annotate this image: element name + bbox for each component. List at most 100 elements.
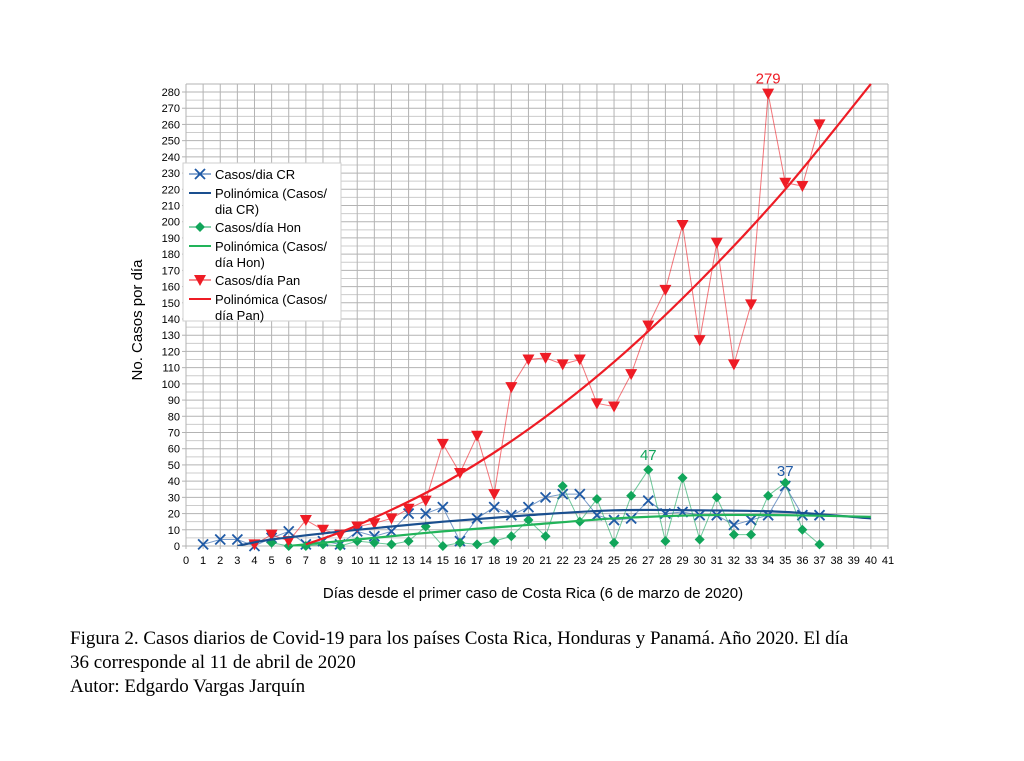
x-tick-label: 8: [320, 555, 326, 567]
x-tick-label: 22: [557, 555, 569, 567]
data-point-diamond-marker: [437, 541, 448, 551]
data-point-triangle-marker: [419, 495, 432, 507]
legend-label: Polinómica (Casos/: [215, 292, 327, 307]
y-tick-label: 230: [162, 168, 180, 180]
data-point-triangle-marker: [659, 284, 672, 296]
legend-item: Casos/día Pan: [189, 273, 300, 288]
data-point-diamond-marker: [626, 490, 637, 501]
x-tick-label: 20: [522, 555, 534, 567]
data-point-diamond-marker: [711, 492, 722, 503]
x-tick-label: 11: [369, 555, 380, 567]
series-polin-mica-casos-d-a-pan-: [305, 83, 872, 546]
data-point-x-marker: [745, 514, 757, 526]
data-point-diamond-marker: [195, 222, 205, 232]
legend-item: Casos/día Hon: [189, 220, 301, 235]
data-point-diamond-marker: [728, 529, 739, 540]
data-point-diamond-marker: [814, 539, 825, 550]
legend-label: día Hon): [215, 255, 265, 270]
y-tick-label: 140: [162, 314, 180, 326]
x-tick-label: 7: [303, 555, 309, 567]
y-tick-label: 20: [168, 509, 180, 521]
x-tick-label: 6: [286, 555, 292, 567]
x-axis-label: Días desde el primer caso de Costa Rica …: [323, 585, 743, 602]
data-point-diamond-marker: [369, 537, 380, 548]
x-tick-label: 29: [676, 555, 688, 567]
data-point-triangle-marker: [796, 181, 809, 193]
data-point-triangle-marker: [265, 529, 278, 541]
data-point-x-marker: [608, 514, 620, 526]
data-point-x-marker: [214, 533, 226, 546]
y-tick-label: 280: [162, 87, 180, 99]
x-tick-label: 17: [471, 555, 483, 567]
data-point-triangle-marker: [522, 354, 535, 366]
data-point-triangle-marker: [745, 299, 758, 311]
data-point-x-marker: [557, 488, 569, 500]
data-point-x-marker: [197, 538, 209, 551]
data-label: 37: [777, 463, 794, 480]
data-point-diamond-marker: [472, 539, 483, 550]
data-point-diamond-marker: [523, 515, 534, 526]
data-point-triangle-marker: [573, 354, 586, 366]
data-point-triangle-marker: [368, 518, 381, 530]
x-tick-label: 18: [488, 555, 500, 567]
x-tick-label: 12: [385, 555, 397, 567]
data-point-triangle-marker: [676, 219, 689, 231]
legend-item: Polinómica (Casos/dia CR): [189, 186, 327, 217]
trend-line: [288, 513, 871, 546]
y-tick-label: 260: [162, 119, 180, 131]
x-tick-label: 5: [269, 555, 275, 567]
x-tick-label: 21: [539, 555, 551, 567]
legend-item: Polinómica (Casos/día Hon): [189, 239, 327, 270]
data-point-diamond-marker: [506, 531, 517, 542]
x-tick-label: 34: [762, 555, 774, 567]
trend-line: [237, 508, 871, 546]
x-tick-label: 19: [505, 555, 517, 567]
y-tick-label: 210: [162, 201, 180, 213]
x-tick-label: 4: [251, 555, 257, 567]
y-tick-label: 130: [162, 330, 180, 342]
data-point-x-marker: [505, 509, 517, 521]
data-point-diamond-marker: [386, 539, 397, 550]
y-tick-label: 40: [168, 476, 180, 488]
axis-ticks: 0 1 2 3 4 5 6 7 8 9 10 11 12 13 14 15 16 17 18 19 20 21 22 23 24…: [162, 87, 894, 567]
data-point-triangle-marker: [385, 513, 398, 525]
y-tick-label: 250: [162, 136, 180, 148]
y-tick-label: 270: [162, 103, 180, 115]
data-point-triangle-marker: [316, 524, 329, 536]
data-point-triangle-marker: [762, 88, 775, 100]
data-point-triangle-marker: [608, 401, 621, 413]
x-tick-label: 37: [813, 555, 825, 567]
legend-label: Casos/dia CR: [215, 167, 295, 182]
data-point-diamond-marker: [489, 536, 500, 547]
x-tick-label: 31: [711, 555, 723, 567]
data-point-diamond-marker: [643, 464, 654, 475]
x-tick-label: 40: [865, 555, 877, 567]
data-point-diamond-marker: [660, 536, 671, 547]
y-tick-label: 220: [162, 184, 180, 196]
chart: 0 1 2 3 4 5 6 7 8 9 10 11 12 13 14 15 16 17 18 19 20 21 22 23 24…: [129, 71, 894, 602]
x-tick-label: 25: [608, 555, 620, 567]
trend-line: [305, 83, 872, 546]
data-point-diamond-marker: [677, 472, 688, 483]
data-point-x-marker: [437, 501, 449, 513]
data-point-triangle-marker: [625, 369, 638, 381]
y-tick-label: 10: [168, 525, 180, 537]
grid: [182, 83, 889, 549]
x-tick-label: 9: [337, 555, 343, 567]
x-tick-label: 32: [728, 555, 740, 567]
y-tick-label: 180: [162, 249, 180, 261]
data-point-x-marker: [522, 501, 535, 513]
x-tick-label: 27: [642, 555, 654, 567]
legend-label: Casos/día Pan: [215, 273, 300, 288]
x-tick-label: 38: [831, 555, 843, 567]
x-tick-label: 15: [437, 555, 449, 567]
data-point-diamond-marker: [609, 537, 620, 548]
x-tick-label: 2: [217, 555, 223, 567]
data-point-triangle-marker: [813, 119, 826, 131]
x-tick-label: 28: [659, 555, 671, 567]
x-tick-label: 35: [779, 555, 791, 567]
x-tick-label: 24: [591, 555, 603, 567]
data-point-triangle-marker: [693, 335, 706, 347]
data-point-x-marker: [385, 525, 398, 538]
x-tick-label: 26: [625, 555, 637, 567]
